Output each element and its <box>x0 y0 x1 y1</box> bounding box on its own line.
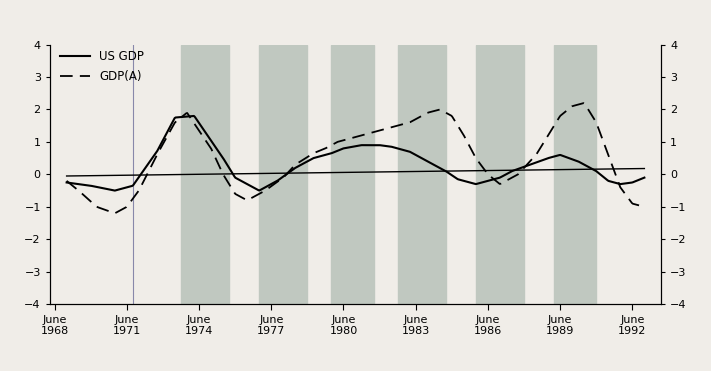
Bar <box>554 45 597 304</box>
Bar <box>476 45 524 304</box>
Legend: US GDP, GDP(A): US GDP, GDP(A) <box>55 45 149 88</box>
Bar <box>397 45 446 304</box>
Bar <box>260 45 307 304</box>
Bar <box>331 45 373 304</box>
Bar <box>181 45 229 304</box>
